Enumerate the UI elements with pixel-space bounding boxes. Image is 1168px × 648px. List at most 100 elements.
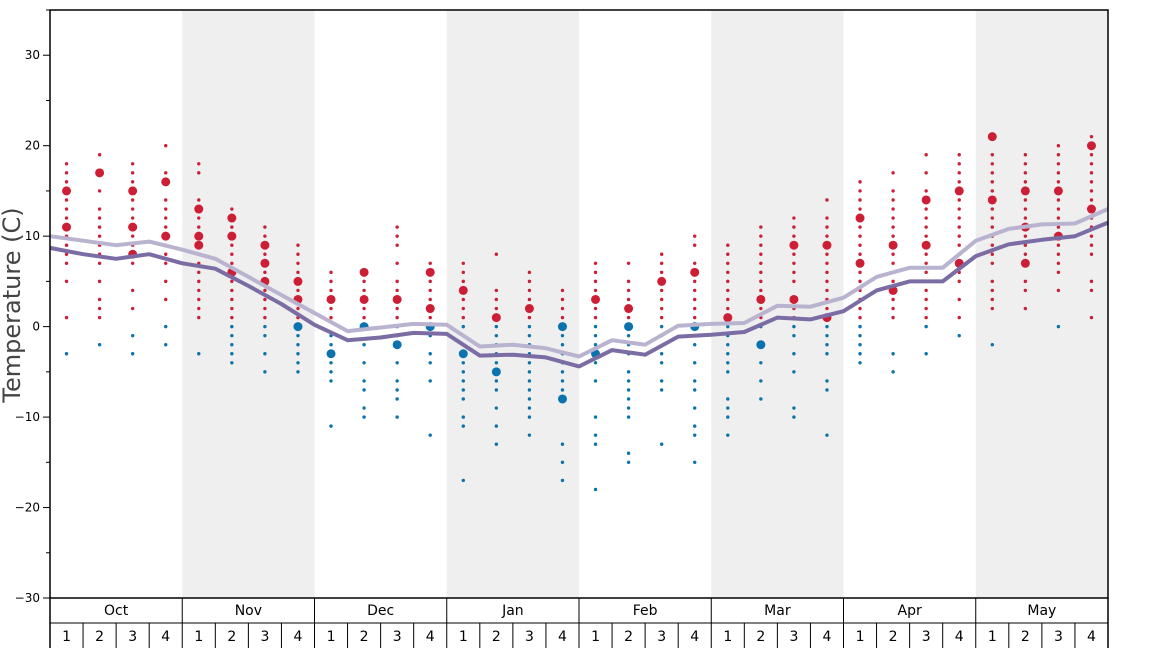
observation-dot <box>362 315 366 320</box>
observation-dot <box>194 204 204 214</box>
observation-dot <box>458 285 468 295</box>
observation-dot <box>560 478 565 483</box>
observation-dot <box>329 379 333 383</box>
observation-dot <box>395 243 399 247</box>
y-tick-label: 10 <box>25 229 40 243</box>
observation-dot <box>858 352 862 356</box>
observation-dot <box>326 349 336 359</box>
observation-dot <box>64 171 69 175</box>
observation-dot <box>395 361 399 365</box>
observation-dot <box>990 252 994 256</box>
observation-dot <box>957 180 961 184</box>
observation-dot <box>626 397 631 401</box>
observation-dot <box>659 379 664 383</box>
week-label: 3 <box>657 629 666 645</box>
observation-dot <box>593 306 598 311</box>
observation-dot <box>64 352 69 356</box>
observation-dot <box>1089 189 1094 193</box>
observation-dot <box>494 406 499 410</box>
observation-dot <box>362 279 366 284</box>
observation-dot <box>130 261 135 265</box>
observation-dot <box>527 270 532 275</box>
observation-dot <box>130 352 135 356</box>
observation-dot <box>392 340 402 350</box>
observation-dot <box>527 324 532 329</box>
observation-dot <box>624 304 634 314</box>
observation-dot <box>891 315 895 320</box>
observation-dot <box>197 279 201 284</box>
observation-dot <box>362 379 366 383</box>
week-label: 4 <box>955 629 964 645</box>
observation-dot <box>395 415 399 419</box>
observation-dot <box>891 198 895 202</box>
observation-dot <box>524 304 534 314</box>
week-label: 3 <box>1054 629 1063 645</box>
observation-dot <box>97 261 102 265</box>
observation-dot <box>659 252 664 256</box>
observation-dot <box>362 361 366 365</box>
observation-dot <box>395 288 399 293</box>
observation-dot <box>1056 324 1061 329</box>
observation-dot <box>593 333 598 338</box>
observation-dot <box>891 234 895 238</box>
observation-dot <box>659 388 664 392</box>
week-label: 3 <box>525 629 534 645</box>
observation-dot <box>858 333 862 338</box>
observation-dot <box>726 406 730 410</box>
observation-dot <box>792 406 796 410</box>
observation-dot <box>726 397 730 401</box>
week-label: 3 <box>922 629 931 645</box>
observation-dot <box>593 315 598 320</box>
observation-dot <box>97 315 102 320</box>
observation-dot <box>557 394 567 404</box>
observation-dot <box>693 288 697 293</box>
observation-dot <box>825 288 829 293</box>
observation-dot <box>789 240 799 250</box>
week-label: 3 <box>128 629 137 645</box>
observation-dot <box>593 343 598 347</box>
observation-dot <box>1089 198 1094 202</box>
observation-dot <box>461 424 465 428</box>
observation-dot <box>693 388 697 392</box>
observation-dot <box>593 361 598 365</box>
week-label: 1 <box>62 629 71 645</box>
observation-dot <box>64 261 69 265</box>
observation-dot <box>659 442 664 446</box>
week-label: 2 <box>889 629 898 645</box>
observation-dot <box>693 315 697 320</box>
y-tick-label: −20 <box>15 501 40 515</box>
observation-dot <box>461 415 465 419</box>
observation-dot <box>792 352 796 356</box>
observation-dot <box>329 370 333 374</box>
observation-dot <box>130 306 135 311</box>
observation-dot <box>1023 153 1028 157</box>
observation-dot <box>1089 315 1094 320</box>
observation-dot <box>194 231 204 241</box>
observation-dot <box>1086 141 1096 151</box>
observation-dot <box>458 349 468 359</box>
month-shading <box>182 10 1108 598</box>
observation-dot <box>461 361 465 365</box>
trend-lines <box>49 207 1109 369</box>
observation-dot <box>858 361 862 365</box>
observation-dot <box>659 324 664 329</box>
observation-dot <box>296 306 300 311</box>
observation-dot <box>461 478 465 483</box>
observation-dot <box>494 388 499 392</box>
observation-dot <box>825 343 829 347</box>
observation-dot <box>1056 288 1061 293</box>
observation-dot <box>626 279 631 284</box>
observation-dot <box>1056 261 1061 265</box>
observation-dot <box>957 279 961 284</box>
observation-dot <box>759 379 763 383</box>
observation-dot <box>924 297 928 302</box>
observation-dot <box>560 315 565 320</box>
observation-dot <box>858 234 862 238</box>
observation-dot <box>359 294 369 304</box>
observation-dot <box>626 333 631 338</box>
observation-dot <box>164 279 168 284</box>
observation-dot <box>1020 258 1030 268</box>
observation-dot <box>395 279 399 284</box>
observation-dot <box>726 261 730 265</box>
observation-dot <box>924 189 928 193</box>
